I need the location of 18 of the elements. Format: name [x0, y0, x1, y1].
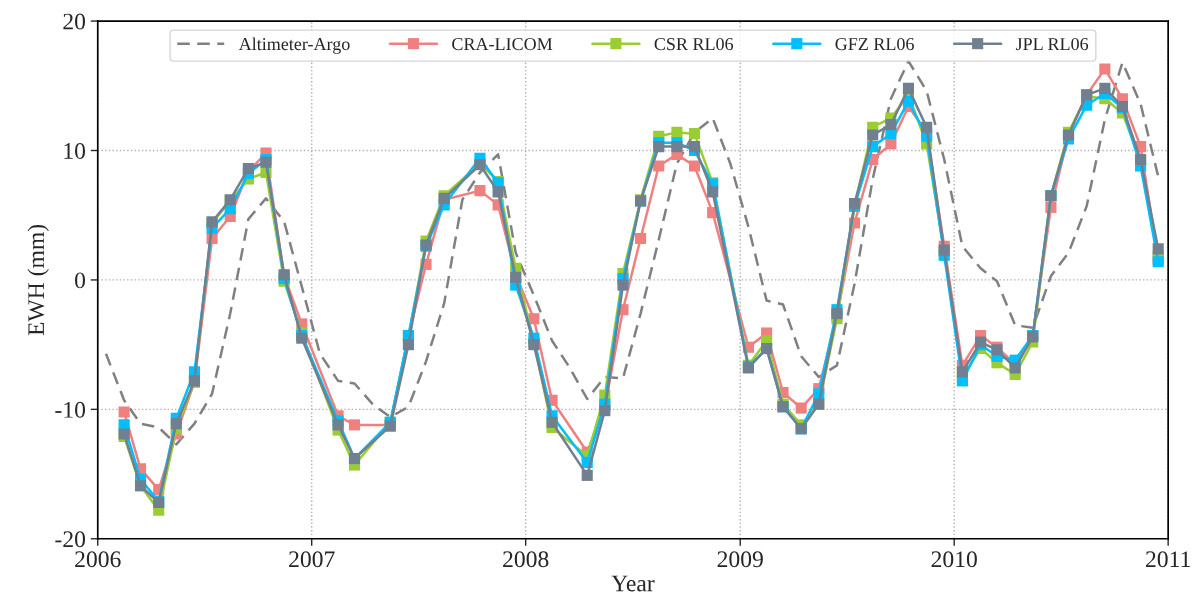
x-tick-label: 2006: [75, 551, 121, 568]
legend-label: CSR RL06: [654, 37, 734, 51]
y-axis-title: EWH (mm): [27, 224, 49, 336]
x-tick-label: 2010: [931, 551, 977, 568]
y-tick-label: 0: [75, 272, 86, 289]
y-tick-label: 20: [63, 13, 86, 30]
y-tick-label: -10: [55, 401, 86, 418]
legend-label: JPL RL06: [1015, 37, 1089, 51]
legend-label: Altimeter-Argo: [238, 37, 350, 54]
x-tick-label: 2011: [1146, 551, 1190, 568]
x-axis-title: Year: [611, 575, 655, 592]
legend-label: GFZ RL06: [835, 37, 914, 51]
legend-label: CRA-LICOM: [452, 38, 553, 51]
y-tick-label: -20: [55, 531, 86, 548]
x-tick-label: 2008: [503, 551, 549, 568]
y-tick-label: 10: [64, 142, 86, 159]
x-tick-label: 2007: [289, 551, 335, 568]
x-tick-label: 2009: [717, 551, 763, 568]
